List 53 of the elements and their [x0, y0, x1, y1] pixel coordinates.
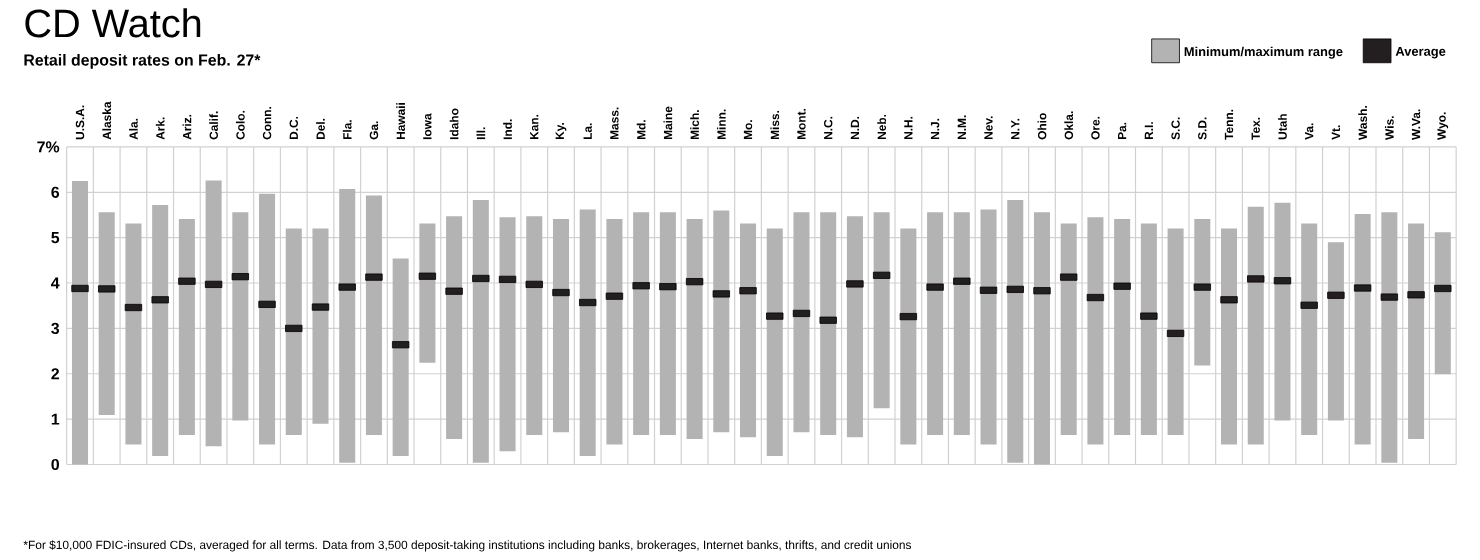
bar: [1167, 228, 1184, 436]
bar: [1060, 223, 1077, 436]
bar: [633, 212, 650, 436]
bar: [846, 216, 863, 438]
bar: [1007, 200, 1024, 463]
bar: [1114, 219, 1131, 436]
bar: [312, 228, 329, 424]
bar: [766, 228, 783, 456]
bar: [1354, 214, 1371, 445]
bar: [900, 228, 917, 445]
bar: [419, 223, 436, 363]
bar: [873, 212, 890, 409]
bar: [339, 189, 356, 463]
bar: [205, 180, 222, 447]
bar: [446, 216, 463, 440]
bar: [1033, 212, 1050, 465]
bar: [472, 200, 489, 463]
bar: [1327, 242, 1344, 421]
bar: [1221, 228, 1238, 445]
bar: [392, 258, 409, 456]
bar: [178, 219, 195, 436]
bar: [740, 223, 757, 438]
bar: [259, 193, 276, 445]
bar: [152, 205, 169, 456]
bar: [579, 209, 596, 456]
bar: [820, 212, 837, 436]
bar: [953, 212, 970, 436]
bar: [71, 181, 89, 465]
bar: [365, 195, 382, 436]
bar: [606, 219, 623, 445]
bar: [499, 217, 516, 452]
bar: [1274, 202, 1291, 421]
bar: [927, 212, 944, 436]
chart-title: CD Watch: [25, 8, 201, 38]
bar: [552, 219, 569, 433]
bar: [1140, 223, 1157, 436]
bar: [793, 212, 810, 433]
bar: [98, 212, 115, 416]
bar: [285, 228, 302, 436]
bar: [980, 209, 997, 445]
bar: [1434, 232, 1451, 375]
bar: [1247, 206, 1264, 445]
bar: [713, 210, 730, 433]
bar: [125, 223, 142, 445]
bar: [1301, 223, 1318, 436]
bar: [232, 212, 249, 421]
bar: [659, 212, 676, 436]
bar: [526, 216, 543, 436]
bar: [1381, 212, 1398, 463]
bar: [1194, 219, 1211, 366]
bar: [1408, 223, 1425, 440]
bar: [686, 219, 703, 440]
bar: [1087, 217, 1104, 445]
